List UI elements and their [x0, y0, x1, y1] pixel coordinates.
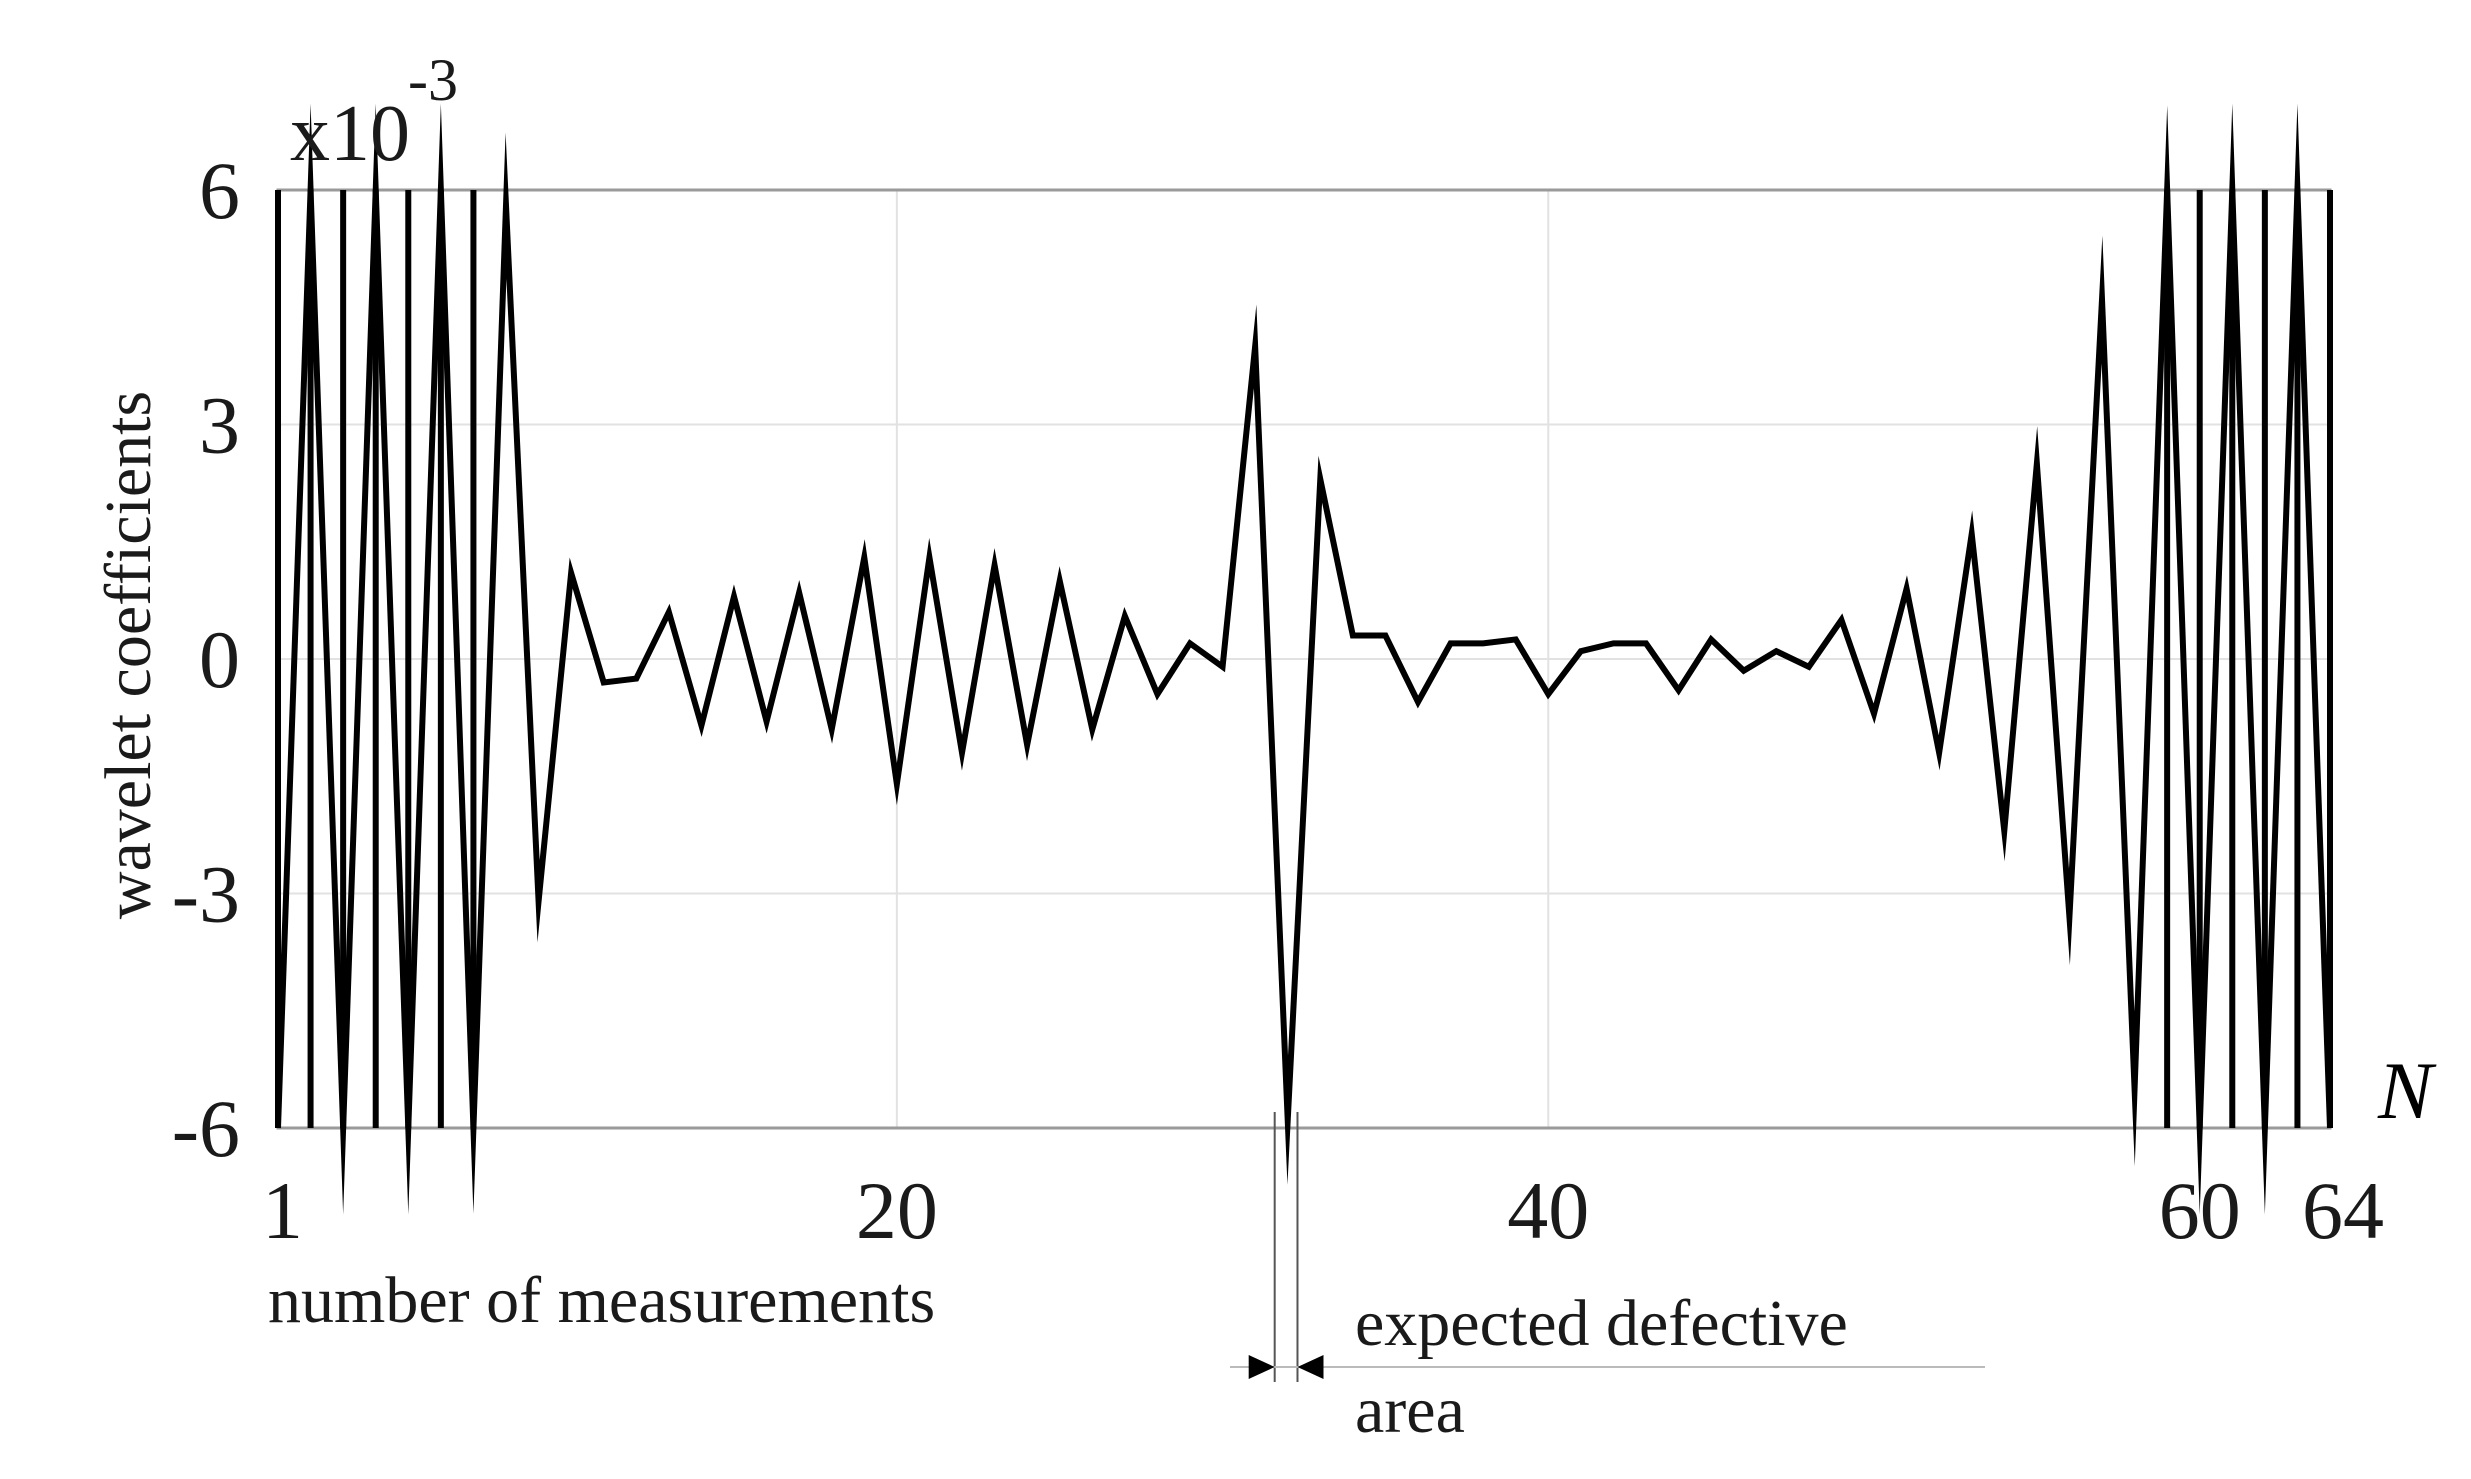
annotation-line1: expected defective [1355, 1287, 1848, 1360]
defect-area-arrow-right [1297, 1355, 1324, 1379]
x-axis-symbol: N [2377, 1045, 2437, 1136]
x-axis-label: number of measurements [268, 1264, 935, 1337]
defect-area-arrow-left [1248, 1355, 1275, 1379]
boundary-lines [275, 190, 2333, 1128]
x-tick-label-3: 60 [2159, 1165, 2241, 1256]
x-tick-label-1: 20 [856, 1165, 938, 1256]
y-tick-label-2: 0 [199, 614, 240, 705]
y-tick-label-4: -6 [172, 1083, 240, 1174]
y-scale-base: x10 [290, 90, 410, 178]
annotation-line2: area [1355, 1374, 1465, 1447]
y-tick-labels: 6 3 0 -3 -6 [172, 145, 240, 1174]
x-tick-label-4: 64 [2302, 1165, 2384, 1256]
x-tick-label-2: 40 [1507, 1165, 1589, 1256]
x-tick-label-0: 1 [262, 1165, 303, 1256]
series-line [275, 103, 2333, 1215]
y-tick-label-3: -3 [172, 849, 240, 940]
y-axis-label: wavelet coefficients [92, 391, 165, 919]
defect-area-marker [1230, 1112, 1985, 1382]
x-tick-labels: 1 20 40 60 64 [262, 1165, 2384, 1256]
y-tick-label-0: 6 [199, 145, 240, 236]
y-tick-label-1: 3 [199, 380, 240, 471]
y-scale-exponent: -3 [408, 47, 458, 113]
